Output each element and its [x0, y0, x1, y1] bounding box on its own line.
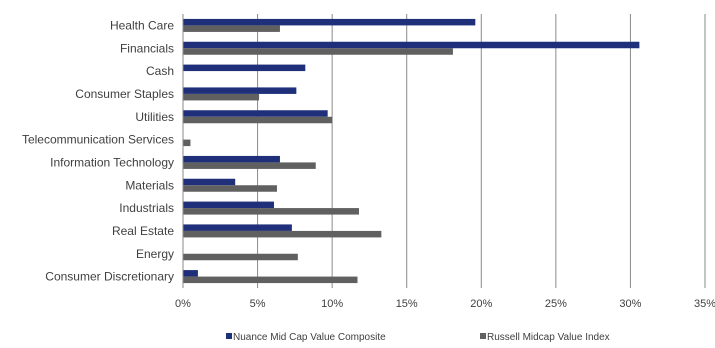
bar-industrials-russell-midcap-value-index	[183, 208, 359, 215]
bar-telecommunication-services-russell-midcap-value-index	[183, 139, 191, 147]
bars	[183, 18, 640, 284]
bar-energy-russell-midcap-value-index	[183, 253, 298, 261]
category-label: Consumer Staples	[75, 87, 174, 101]
category-label: Cash	[146, 64, 174, 78]
bar-materials-russell-midcap-value-index	[183, 185, 277, 192]
bar-consumer-staples-russell-midcap-value-index	[183, 93, 260, 101]
bar-consumer-staples-nuance-mid-cap-value-composite	[183, 87, 297, 94]
bar-utilities-nuance-mid-cap-value-composite	[183, 110, 328, 117]
bar-information-technology-russell-midcap-value-index	[183, 162, 316, 169]
x-tick-label: 25%	[545, 298, 567, 310]
category-label: Industrials	[119, 201, 174, 215]
legend: Nuance Mid Cap Value Composite Russell Mi…	[226, 332, 610, 343]
x-tick-label: 30%	[619, 298, 641, 310]
legend-label: Russell Midcap Value Index	[487, 332, 610, 343]
x-tick-label: 20%	[470, 298, 492, 310]
x-tick-label: 35%	[694, 298, 715, 310]
category-label: Information Technology	[50, 155, 174, 169]
bar-utilities-russell-midcap-value-index	[183, 116, 333, 124]
bar-real-estate-nuance-mid-cap-value-composite	[183, 224, 292, 231]
x-tick-label: 15%	[396, 298, 418, 310]
category-label: Real Estate	[112, 224, 174, 238]
category-label: Materials	[125, 178, 174, 192]
bar-materials-nuance-mid-cap-value-composite	[183, 178, 236, 186]
bar-industrials-nuance-mid-cap-value-composite	[183, 201, 274, 209]
legend-label: Nuance Mid Cap Value Composite	[233, 332, 386, 343]
x-tick-label: 5%	[250, 298, 266, 310]
gridlines	[257, 14, 706, 288]
bar-health-care-russell-midcap-value-index	[183, 25, 280, 32]
legend-swatch	[480, 333, 486, 339]
category-label: Health Care	[110, 18, 174, 32]
category-label: Energy	[136, 247, 174, 261]
bar-financials-nuance-mid-cap-value-composite	[183, 41, 640, 49]
x-tick-label: 10%	[321, 298, 343, 310]
legend-swatch	[226, 333, 232, 339]
bar-consumer-discretionary-nuance-mid-cap-value-composite	[183, 270, 198, 277]
category-labels: Health Care Financials Cash Consumer Staple…	[22, 18, 174, 283]
bar-consumer-discretionary-russell-midcap-value-index	[183, 276, 358, 284]
bar-financials-russell-midcap-value-index	[183, 48, 453, 55]
category-label: Utilities	[135, 110, 174, 124]
bar-cash-nuance-mid-cap-value-composite	[183, 64, 306, 72]
x-tick-label: 0%	[175, 298, 191, 310]
x-tick-labels: 0% 5% 10% 15% 20% 25% 30% 35%	[175, 298, 715, 310]
bar-real-estate-russell-midcap-value-index	[183, 230, 382, 238]
category-label: Consumer Discretionary	[45, 270, 174, 284]
bar-information-technology-nuance-mid-cap-value-composite	[183, 155, 280, 163]
bar-health-care-nuance-mid-cap-value-composite	[183, 18, 476, 26]
category-label: Financials	[120, 41, 174, 55]
category-label: Telecommunication Services	[22, 133, 174, 147]
